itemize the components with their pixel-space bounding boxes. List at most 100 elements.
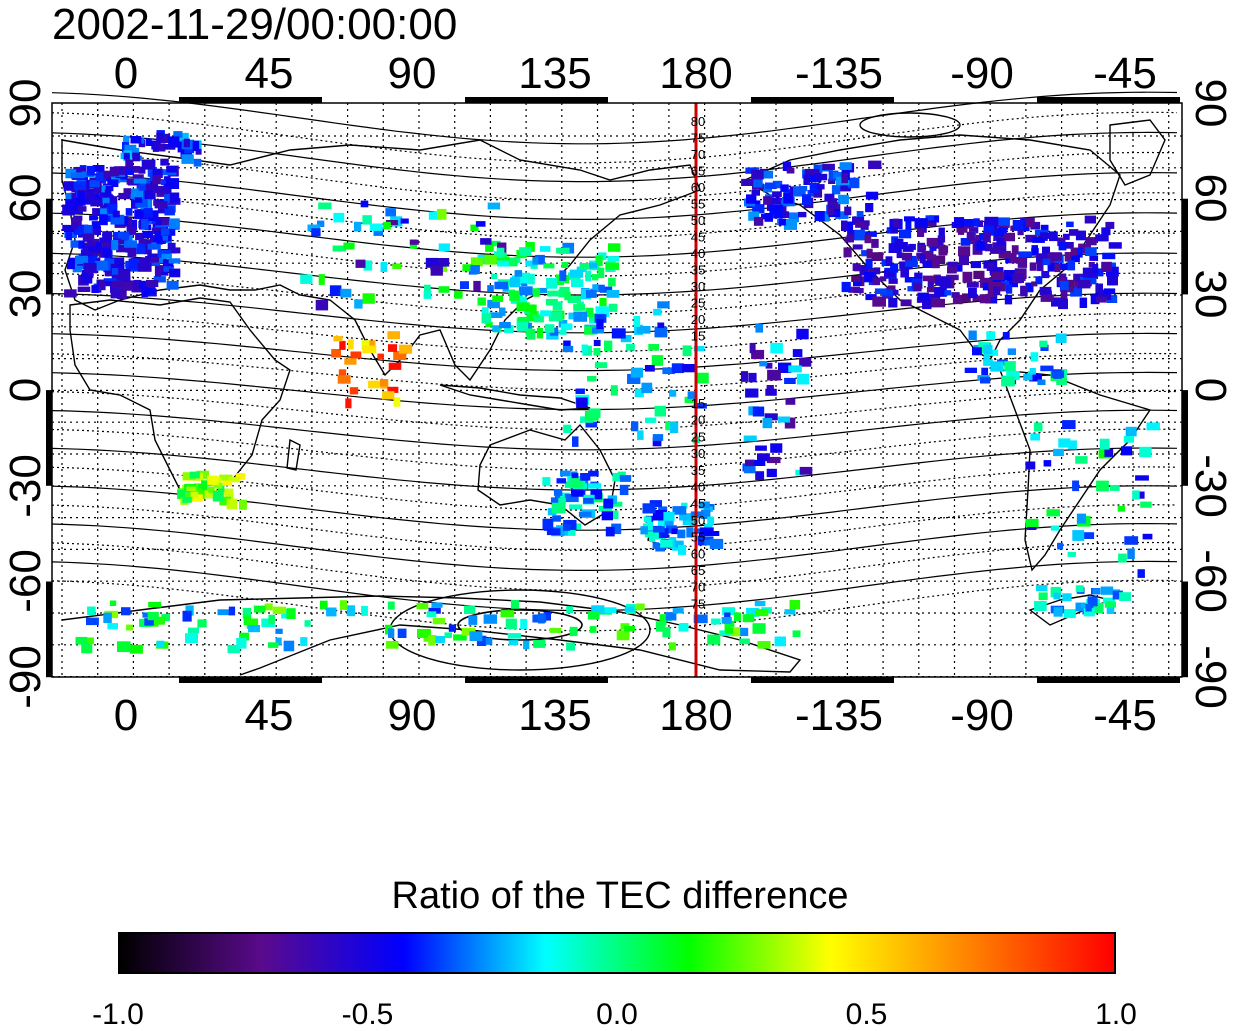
tec-patch <box>623 626 636 632</box>
tec-patch <box>711 618 721 625</box>
tec-patch <box>1035 585 1048 592</box>
tec-patch <box>74 226 85 235</box>
tec-patch <box>1023 374 1033 381</box>
tec-patch <box>161 253 172 259</box>
tec-patch <box>89 215 98 221</box>
contour-label: 40 <box>691 480 705 495</box>
tec-patch <box>982 282 990 291</box>
colorbar-gradient <box>118 932 1116 974</box>
tec-patch <box>517 316 530 324</box>
tec-patch <box>952 294 963 305</box>
tec-patch <box>318 274 325 285</box>
tec-patch <box>190 491 199 499</box>
tec-patch <box>264 603 273 611</box>
tec-patch <box>123 135 130 143</box>
tec-patch <box>1062 420 1076 430</box>
contour-label: 75 <box>691 131 705 146</box>
lat-tick-left: -30 <box>1 454 50 518</box>
tec-patch <box>585 270 592 282</box>
tec-patch <box>996 217 1010 226</box>
tec-patch <box>873 267 881 275</box>
contour-label: 60 <box>691 546 705 561</box>
tec-patch <box>417 628 431 638</box>
tec-patch <box>741 178 755 186</box>
tec-patch <box>110 288 123 299</box>
tec-patch <box>69 192 80 198</box>
tec-patch <box>958 246 971 257</box>
tec-patch <box>470 257 483 267</box>
tec-patch <box>1125 426 1137 437</box>
tec-patch <box>116 244 130 253</box>
tec-patch <box>569 504 583 510</box>
tec-patch <box>603 498 614 509</box>
tec-patch <box>1106 606 1115 614</box>
tec-patch <box>117 231 130 240</box>
tec-patch <box>608 303 618 312</box>
tec-patch <box>1064 609 1076 619</box>
tec-patch <box>161 613 170 622</box>
tec-patch <box>847 177 860 189</box>
tec-patch <box>509 277 521 288</box>
tec-patch <box>662 367 676 375</box>
tec-patch <box>782 161 792 171</box>
contour-line <box>51 91 1178 145</box>
contour-label: 70 <box>691 580 705 595</box>
tec-patch <box>236 637 247 649</box>
tec-patch <box>697 372 709 384</box>
tec-patch <box>852 263 861 271</box>
colorbar-tick-label: 0.5 <box>845 998 888 1031</box>
tec-patch <box>620 335 632 343</box>
tec-patch <box>866 248 873 259</box>
tec-patch <box>560 323 573 330</box>
tec-patch <box>765 388 777 396</box>
tec-patch <box>1025 518 1039 527</box>
tec-patch <box>1042 246 1050 255</box>
contour-label: 15 <box>691 329 705 344</box>
tec-patch <box>145 183 159 189</box>
tec-patch <box>752 204 765 214</box>
tec-patch <box>627 373 641 384</box>
tec-patch <box>1068 229 1079 236</box>
colorbar-title: Ratio of the TEC difference <box>391 875 849 917</box>
tec-patch <box>107 179 119 187</box>
tec-patch <box>112 210 120 218</box>
tec-patch <box>550 497 562 503</box>
tec-patch <box>1006 278 1018 288</box>
tec-patch <box>311 228 321 237</box>
tec-patch <box>931 298 945 308</box>
tec-patch <box>101 241 110 248</box>
tec-patch <box>1040 224 1049 235</box>
tec-patch <box>814 173 828 181</box>
tec-patch <box>1072 480 1080 492</box>
tec-patch <box>674 540 684 548</box>
tec-patch <box>462 264 474 272</box>
tec-patch <box>532 288 541 297</box>
tec-patch <box>879 276 887 282</box>
tec-patch <box>755 609 769 617</box>
tec-patch <box>662 627 671 638</box>
tec-patch <box>896 252 904 259</box>
tec-patch <box>139 243 152 253</box>
tec-patch <box>1034 601 1047 611</box>
tec-patch <box>430 265 443 276</box>
tec-patch <box>856 211 864 217</box>
tec-patch <box>94 261 108 271</box>
tec-patch <box>746 607 760 617</box>
tec-patch <box>387 386 399 393</box>
tec-patch <box>1036 261 1044 272</box>
tec-patch <box>1083 608 1095 617</box>
tec-patch <box>1075 602 1085 612</box>
tec-patch <box>1040 344 1049 351</box>
tec-patch <box>134 191 143 201</box>
coast-madagascar <box>286 438 301 471</box>
tec-patch <box>900 299 912 307</box>
frame-bar-left <box>46 581 52 678</box>
tec-patch <box>1018 251 1032 258</box>
lat-tick-left: -90 <box>1 645 50 709</box>
tec-patch <box>759 361 768 367</box>
tec-patch <box>86 617 99 626</box>
tec-patch <box>566 642 575 651</box>
tec-patch <box>740 371 749 382</box>
tec-patch <box>966 281 979 288</box>
tec-patch <box>516 302 530 312</box>
